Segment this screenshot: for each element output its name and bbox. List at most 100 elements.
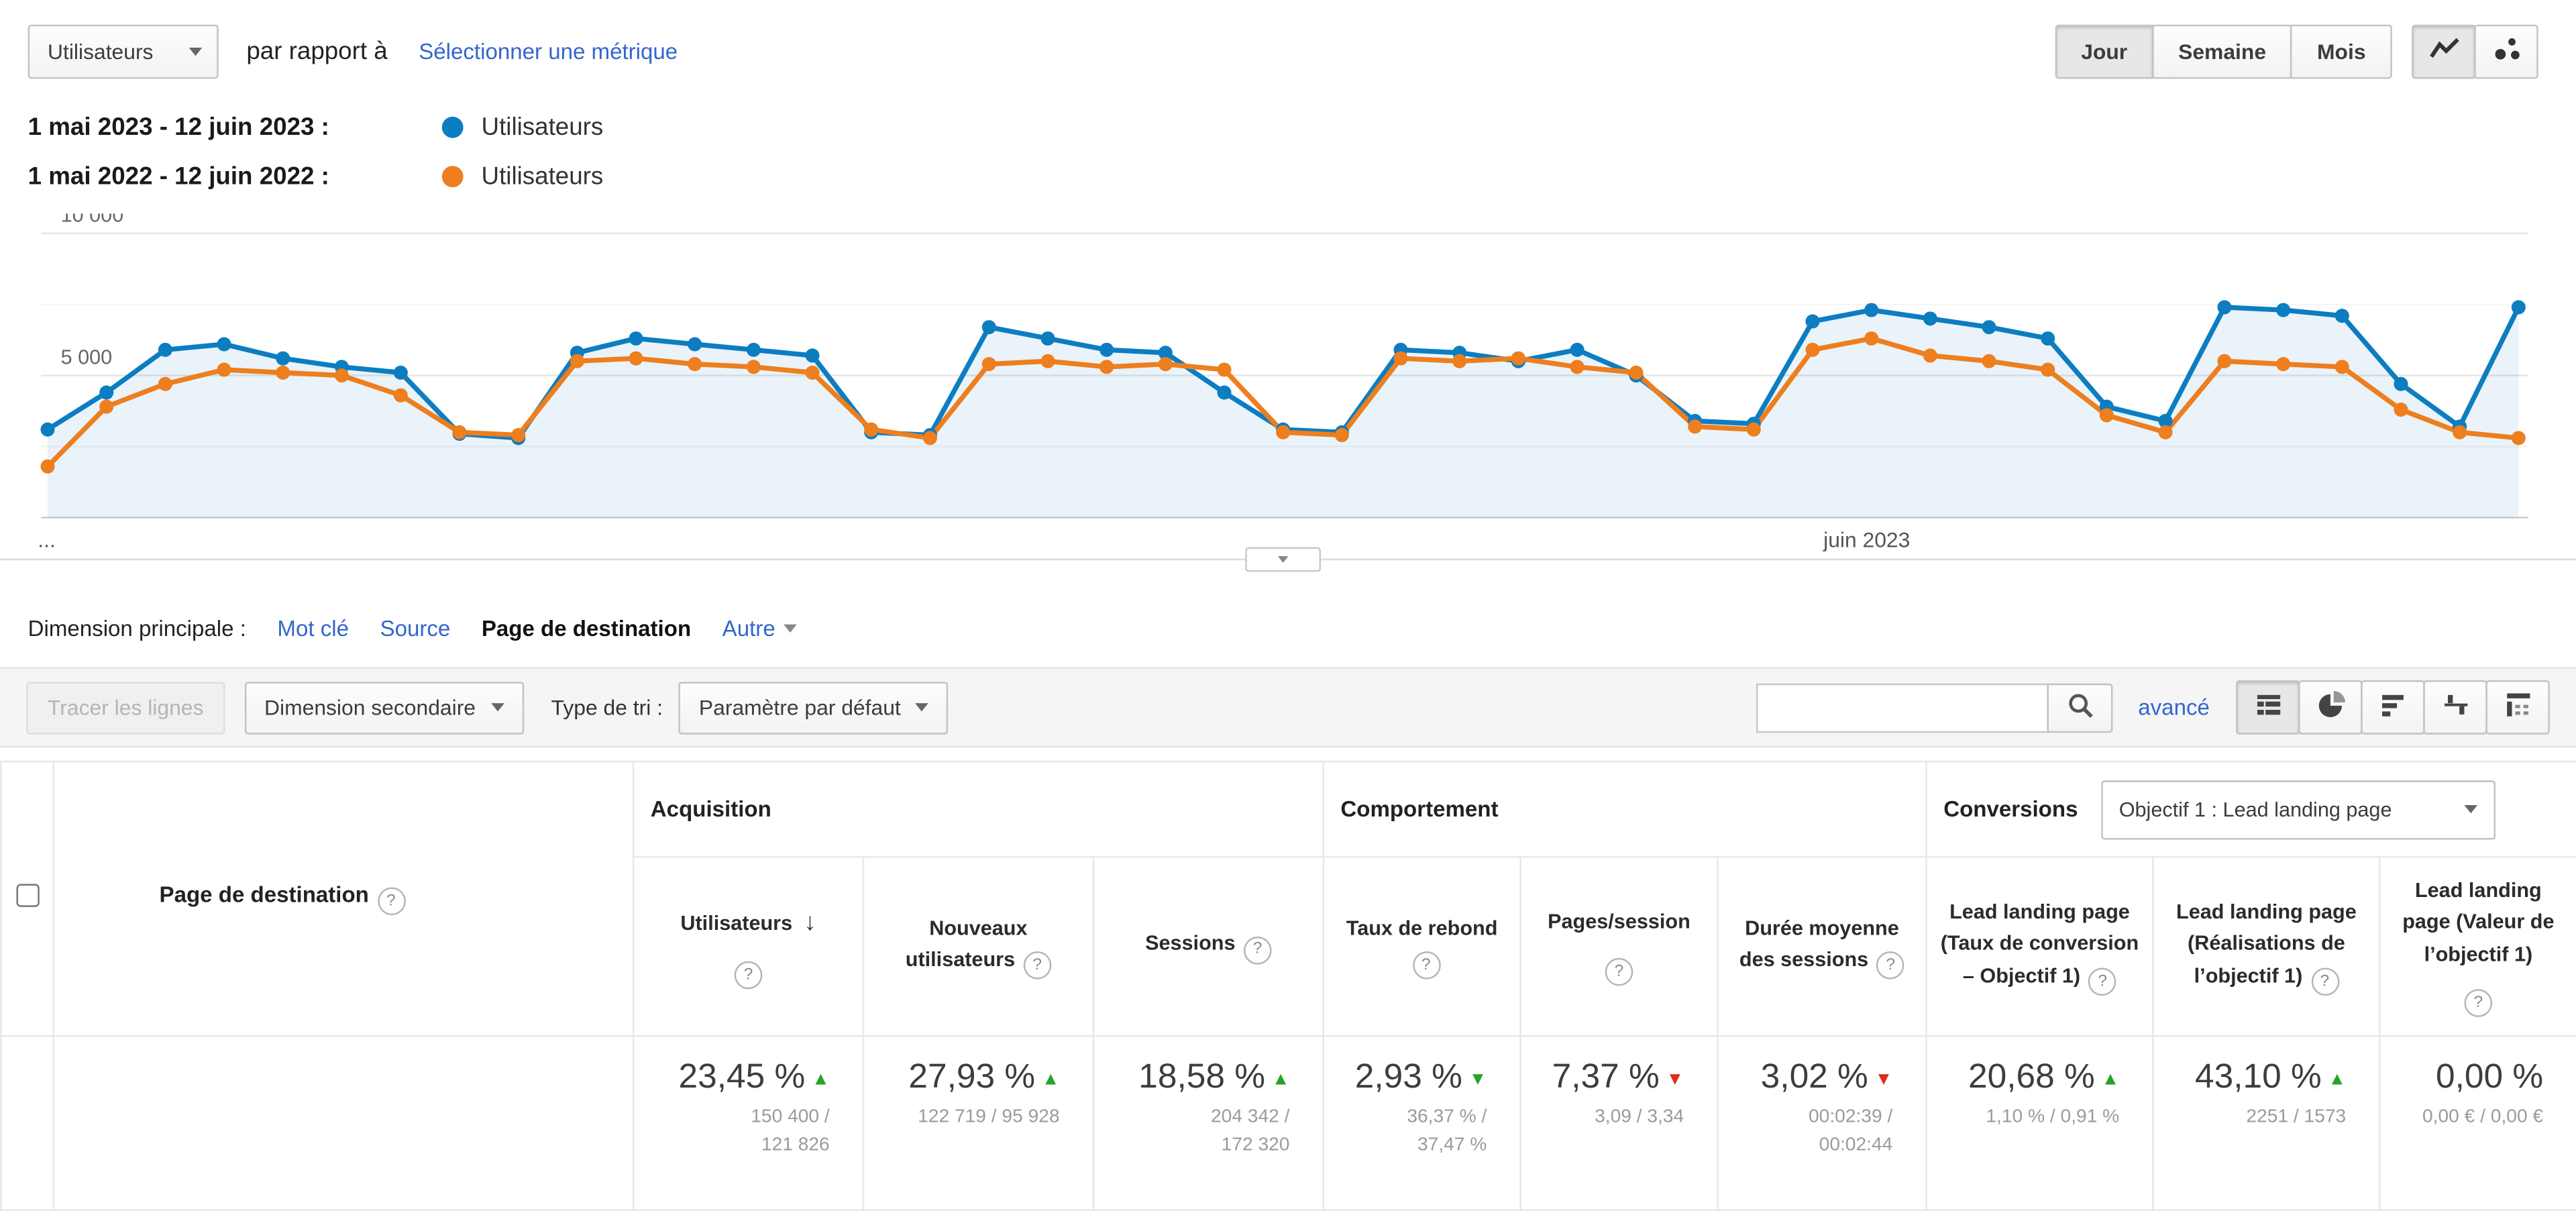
report-table: Page de destination? Acquisition Comport… xyxy=(0,760,2576,1211)
series-color-dot-previous xyxy=(441,165,464,187)
column-label: Utilisateurs xyxy=(680,912,793,936)
metric-selector-dropdown[interactable]: Utilisateurs xyxy=(28,24,219,79)
legend-row-previous: 1 mai 2022 - 12 juin 2022 : Utilisateurs xyxy=(0,151,2576,200)
search-icon xyxy=(2067,691,2095,724)
secondary-dimension-dropdown[interactable]: Dimension secondaire xyxy=(244,681,524,734)
dimension-more-label: Autre xyxy=(722,616,775,641)
column-header-nouveaux-utilisateurs[interactable]: Nouveaux utilisateurs? xyxy=(862,855,1095,1037)
column-label: Pages/session xyxy=(1548,910,1690,934)
view-toggle-group xyxy=(2236,680,2550,735)
help-icon[interactable]: ? xyxy=(377,887,405,916)
column-header-pages-session[interactable]: Pages/session? xyxy=(1519,855,1719,1037)
summary-utilisateurs: 23,45 % ▲ 150 400 / 121 826 xyxy=(632,1035,865,1211)
legend-series-name: Utilisateurs xyxy=(481,112,604,141)
granularity-day-button[interactable]: Jour xyxy=(2055,24,2154,79)
help-icon[interactable]: ? xyxy=(2088,967,2117,996)
dimension-more-dropdown[interactable]: Autre xyxy=(722,616,797,641)
chevron-down-icon xyxy=(490,703,504,712)
help-icon[interactable]: ? xyxy=(1243,936,1272,964)
table-toolbar: Tracer les lignes Dimension secondaire T… xyxy=(0,667,2576,748)
column-header-lead-conversion-rate[interactable]: Lead landing page (Taux de conversion – … xyxy=(1925,855,2154,1037)
trend-down-icon: ▼ xyxy=(1468,1069,1487,1090)
column-header-taux-de-rebond[interactable]: Taux de rebond? xyxy=(1322,855,1521,1037)
group-header-acquisition: Acquisition xyxy=(632,760,1324,858)
help-icon[interactable]: ? xyxy=(2310,967,2339,996)
group-label: Acquisition xyxy=(650,796,771,822)
summary-nouveaux-utilisateurs: 27,93 % ▲ 122 719 / 95 928 xyxy=(862,1035,1095,1211)
metric-value: 7,37 % xyxy=(1552,1058,1660,1096)
column-header-lead-value[interactable]: Lead landing page (Valeur de l’objectif … xyxy=(2379,855,2576,1037)
summary-lead-value: 0,00 % 0,00 € / 0,00 € xyxy=(2379,1035,2576,1211)
column-header-sessions[interactable]: Sessions? xyxy=(1092,855,1324,1037)
sort-desc-icon[interactable]: ↓ xyxy=(804,908,816,937)
column-header-utilisateurs[interactable]: Utilisateurs ↓? xyxy=(632,855,865,1037)
metric-comparison-values: 3,09 / 3,34 xyxy=(1595,1107,1684,1128)
dimension-link-keyword[interactable]: Mot clé xyxy=(277,616,349,641)
sort-type-dropdown[interactable]: Paramètre par défaut xyxy=(679,681,949,734)
select-all-cell xyxy=(0,760,54,1037)
column-header-duree-moyenne-sessions[interactable]: Durée moyenne des sessions? xyxy=(1717,855,1927,1037)
summary-row-header-cell xyxy=(52,1035,635,1211)
summary-lead-conversion-rate: 20,68 % ▲ 1,10 % / 0,91 % xyxy=(1925,1035,2154,1211)
legend-row-current: 1 mai 2023 - 12 juin 2023 : Utilisateurs xyxy=(0,102,2576,151)
row-dimension-header[interactable]: Page de destination? xyxy=(52,760,635,1037)
metric-value: 2,93 % xyxy=(1354,1058,1462,1096)
search-button[interactable] xyxy=(2047,682,2114,733)
performance-view-button[interactable] xyxy=(2361,680,2425,735)
metric-comparison-values: 122 719 / 95 928 xyxy=(918,1107,1060,1128)
metric-value: 3,02 % xyxy=(1760,1058,1868,1096)
summary-pages-session: 7,37 % ▼ 3,09 / 3,34 xyxy=(1519,1035,1719,1211)
dimension-link-source[interactable]: Source xyxy=(380,616,451,641)
comparison-view-button[interactable] xyxy=(2423,680,2487,735)
chart-collapse-tab[interactable] xyxy=(1245,547,1321,572)
metric-value: 27,93 % xyxy=(908,1058,1036,1096)
chart-type-button-group xyxy=(2412,24,2538,79)
trend-chart-container: 10 000 5 000... juin 2023 xyxy=(28,213,2576,555)
legend-date-range: 1 mai 2023 - 12 juin 2023 : xyxy=(28,112,329,141)
motion-chart-icon xyxy=(2491,34,2521,68)
column-label: Taux de rebond xyxy=(1346,916,1498,940)
summary-taux-de-rebond: 2,93 % ▼ 36,37 % / 37,47 % xyxy=(1322,1035,1521,1211)
metric-selector-label: Utilisateurs xyxy=(48,39,154,64)
search-input[interactable] xyxy=(1757,682,2050,733)
group-header-conversions: Conversions Objectif 1 : Lead landing pa… xyxy=(1925,760,2576,858)
help-icon[interactable]: ? xyxy=(1876,951,1905,980)
table-view-button[interactable] xyxy=(2236,680,2300,735)
metric-comparison-values: 204 342 / 172 320 xyxy=(1210,1107,1290,1155)
summary-lead-completions: 43,10 % ▲ 2251 / 1573 xyxy=(2152,1035,2381,1211)
motion-chart-button[interactable] xyxy=(2474,24,2538,79)
trend-up-icon: ▲ xyxy=(1041,1069,1060,1090)
select-metric-link[interactable]: Sélectionner une métrique xyxy=(419,39,678,64)
percentage-view-button[interactable] xyxy=(2298,680,2363,735)
chevron-down-icon xyxy=(915,703,929,712)
help-icon-row: ? xyxy=(2394,982,2563,1018)
trend-up-icon: ▲ xyxy=(812,1069,830,1090)
chevron-down-icon xyxy=(1277,556,1289,563)
summary-duree-moyenne-sessions: 3,02 % ▼ 00:02:39 / 00:02:44 xyxy=(1717,1035,1927,1211)
help-icon[interactable]: ? xyxy=(2464,989,2493,1018)
help-icon[interactable]: ? xyxy=(1023,951,1051,980)
select-all-checkbox[interactable] xyxy=(15,883,39,906)
column-header-lead-completions[interactable]: Lead landing page (Réalisations de l’obj… xyxy=(2152,855,2381,1037)
plot-rows-button[interactable]: Tracer les lignes xyxy=(26,681,225,734)
dimension-active-landing-page[interactable]: Page de destination xyxy=(481,616,692,641)
granularity-month-button[interactable]: Mois xyxy=(2290,24,2392,79)
primary-dimension-label: Dimension principale : xyxy=(28,616,246,641)
line-chart-button[interactable] xyxy=(2412,24,2476,79)
chevron-down-icon xyxy=(189,48,203,56)
advanced-search-link[interactable]: avancé xyxy=(2138,694,2210,720)
metric-value: 0,00 % xyxy=(2435,1058,2544,1096)
help-icon[interactable]: ? xyxy=(1411,951,1440,980)
trend-up-icon: ▲ xyxy=(1271,1069,1290,1090)
column-label: Lead landing page (Réalisations de l’obj… xyxy=(2176,900,2357,988)
granularity-week-button[interactable]: Semaine xyxy=(2151,24,2293,79)
group-label: Comportement xyxy=(1340,796,1499,822)
goal-selector-dropdown[interactable]: Objectif 1 : Lead landing page xyxy=(2100,780,2496,839)
metric-comparison-values: 0,00 € / 0,00 € xyxy=(2422,1107,2544,1128)
svg-text:...: ... xyxy=(38,528,56,552)
help-icon[interactable]: ? xyxy=(734,961,763,989)
help-icon-row: ? xyxy=(1534,951,1703,986)
help-icon[interactable]: ? xyxy=(1605,957,1633,986)
pivot-view-button[interactable] xyxy=(2485,680,2550,735)
